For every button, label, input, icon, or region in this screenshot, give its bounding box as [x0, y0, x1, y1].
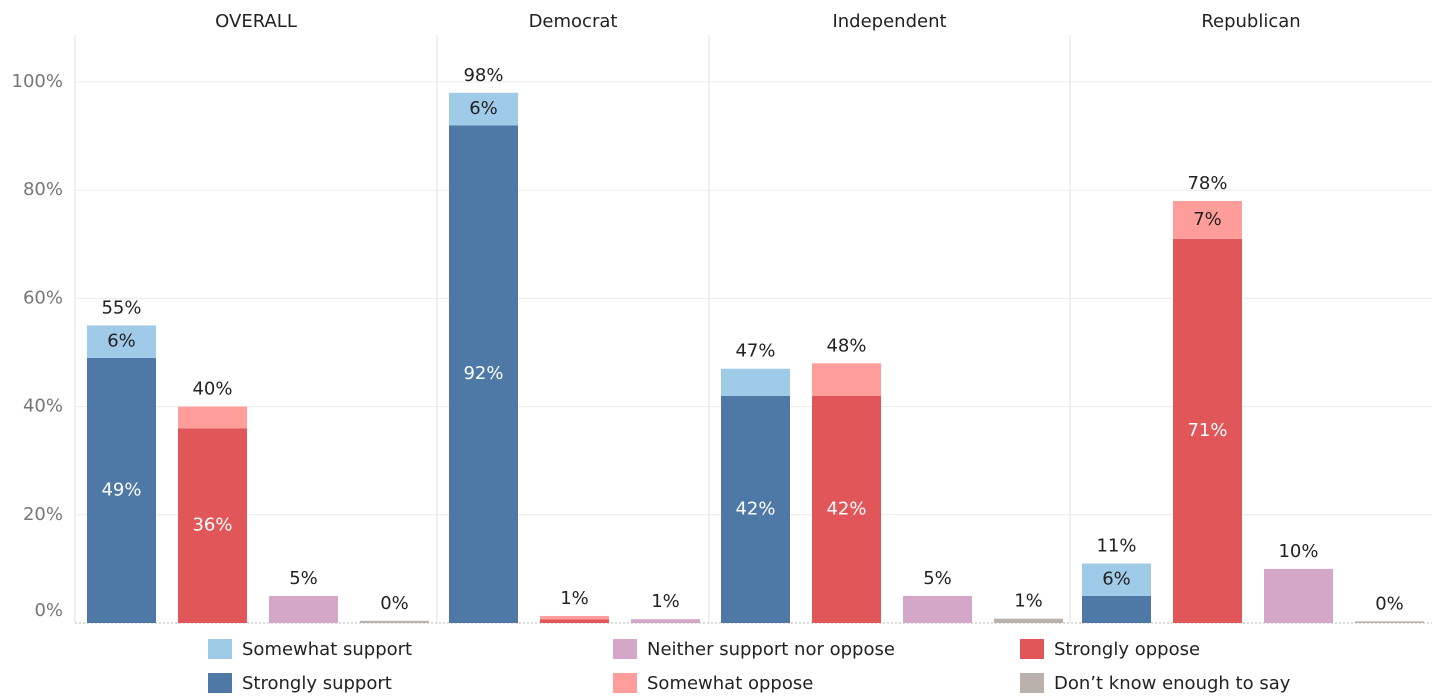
- segment-data-label: 6%: [1102, 569, 1131, 590]
- y-tick-label: 100%: [12, 71, 63, 92]
- segment-data-label: 6%: [469, 98, 498, 119]
- y-tick-label: 80%: [23, 179, 63, 200]
- legend-swatch: [613, 639, 637, 659]
- bar-total-label: 48%: [826, 335, 866, 356]
- segment-data-label: 49%: [101, 479, 141, 500]
- bar-segment-somewhat-oppose: [1173, 201, 1242, 239]
- legend-item: Neither support nor oppose: [613, 637, 895, 661]
- bar-segment-neither-support-nor-oppose: [269, 595, 338, 623]
- segment-data-label: 7%: [1193, 209, 1222, 230]
- bar-segment-neither-support-nor-oppose: [1264, 568, 1333, 623]
- bar-total-label: 0%: [1375, 593, 1404, 614]
- legend-item: Somewhat support: [208, 637, 412, 661]
- legend-swatch: [1020, 639, 1044, 659]
- bar-segment-don-t-know-enough-to-say: [1355, 621, 1424, 623]
- bar-segment-strongly-support: [449, 125, 518, 623]
- segment-data-label: 42%: [826, 498, 866, 519]
- bar-segment-strongly-support: [721, 395, 790, 623]
- legend-item: Strongly oppose: [1020, 637, 1200, 661]
- segment-data-label: 36%: [192, 515, 232, 536]
- legend-item: Don’t know enough to say: [1020, 671, 1290, 695]
- y-tick-label: 60%: [23, 287, 63, 308]
- bar-segment-neither-support-nor-oppose: [631, 619, 700, 623]
- bar-segment-somewhat-support: [87, 325, 156, 358]
- segment-data-label: 92%: [463, 363, 503, 384]
- stacked-bar-chart: 0% 20% 40% 60% 80% 100% OVERALL 49% 6% 55% 36% 40% 5…: [12, 11, 1432, 624]
- bar-segment-strongly-oppose: [540, 619, 609, 623]
- panel-title: Republican: [1201, 11, 1300, 32]
- legend-swatch: [208, 639, 232, 659]
- panel-title: OVERALL: [215, 11, 297, 32]
- bar-total-label: 1%: [1014, 591, 1043, 612]
- bar-total-label: 1%: [560, 588, 589, 609]
- legend-swatch: [613, 673, 637, 693]
- chart-legend: Somewhat support Neither support nor oppo…: [208, 637, 1437, 696]
- bar-total-label: 1%: [651, 591, 680, 612]
- bar-total-label: 47%: [735, 341, 775, 362]
- legend-item: Strongly support: [208, 671, 392, 695]
- y-tick-label: 40%: [23, 396, 63, 417]
- legend-label: Strongly oppose: [1054, 638, 1201, 660]
- segment-data-label: 6%: [107, 331, 136, 352]
- bar-segment-strongly-oppose: [1173, 238, 1242, 623]
- bar-segment-neither-support-nor-oppose: [903, 595, 972, 623]
- bar-total-label: 78%: [1187, 173, 1227, 194]
- bar-segment-somewhat-support: [449, 92, 518, 126]
- segment-data-label: 42%: [735, 498, 775, 519]
- bar-total-label: 5%: [289, 568, 318, 589]
- panel-title: Democrat: [529, 11, 618, 32]
- legend-item: Somewhat oppose: [613, 671, 813, 695]
- bar-total-label: 11%: [1096, 535, 1136, 556]
- bar-segment-somewhat-oppose: [540, 615, 609, 620]
- legend-label: Strongly support: [242, 672, 392, 694]
- bar-total-label: 0%: [380, 593, 409, 614]
- y-tick-label: 20%: [23, 504, 63, 525]
- bar-segment-somewhat-oppose: [812, 363, 881, 396]
- panel-title: Independent: [832, 11, 946, 32]
- legend-label: Somewhat oppose: [647, 672, 814, 694]
- bar-total-label: 5%: [923, 568, 952, 589]
- bar-segment-strongly-oppose: [178, 428, 247, 623]
- bar-segment-strongly-oppose: [812, 395, 881, 623]
- bar-total-label: 55%: [101, 297, 141, 318]
- bar-segment-strongly-support: [87, 357, 156, 623]
- legend-label: Don’t know enough to say: [1054, 672, 1291, 694]
- legend-label: Somewhat support: [242, 638, 413, 660]
- legend-swatch: [1020, 673, 1044, 693]
- legend-swatch: [208, 673, 232, 693]
- bar-segment-don-t-know-enough-to-say: [360, 620, 429, 623]
- bar-segment-somewhat-support: [721, 368, 790, 396]
- legend-label: Neither support nor oppose: [647, 638, 895, 660]
- y-tick-label: 0%: [34, 600, 63, 621]
- bar-segment-somewhat-oppose: [178, 406, 247, 429]
- bar-segment-somewhat-support: [1082, 563, 1151, 596]
- bar-total-label: 98%: [463, 65, 503, 86]
- bar-total-label: 10%: [1278, 541, 1318, 562]
- bar-total-label: 40%: [192, 379, 232, 400]
- bar-segment-don-t-know-enough-to-say: [994, 618, 1063, 623]
- segment-data-label: 71%: [1187, 420, 1227, 441]
- bar-segment-strongly-support: [1082, 595, 1151, 623]
